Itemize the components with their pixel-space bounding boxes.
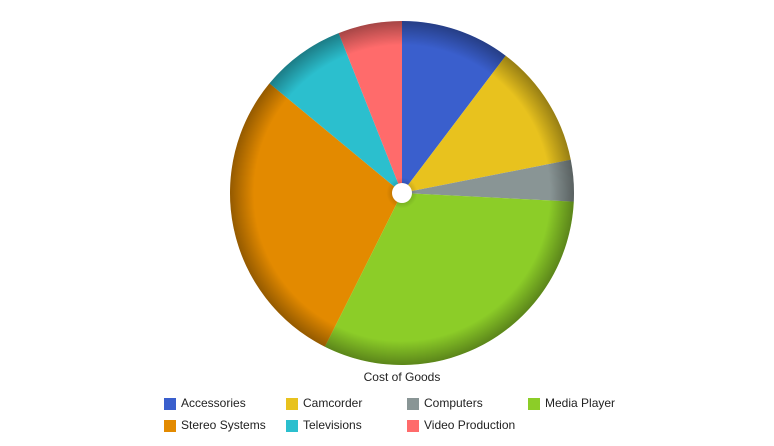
legend: Accessories Camcorder Computers Media Playe… <box>164 396 615 432</box>
legend-label: Televisions <box>303 418 362 432</box>
legend-swatch <box>407 398 419 410</box>
legend-swatch <box>164 398 176 410</box>
legend-swatch <box>286 398 298 410</box>
legend-swatch <box>286 420 298 432</box>
legend-label: Video Production <box>424 418 515 432</box>
legend-label: Media Player <box>545 396 615 410</box>
pie-hole <box>392 183 412 203</box>
legend-swatch <box>528 398 540 410</box>
legend-label: Stereo Systems <box>181 418 266 432</box>
legend-label: Computers <box>424 396 483 410</box>
legend-label: Accessories <box>181 396 246 410</box>
legend-swatch <box>164 420 176 432</box>
legend-label: Camcorder <box>303 396 362 410</box>
legend-swatch <box>407 420 419 432</box>
chart-title: Cost of Goods <box>364 370 441 384</box>
